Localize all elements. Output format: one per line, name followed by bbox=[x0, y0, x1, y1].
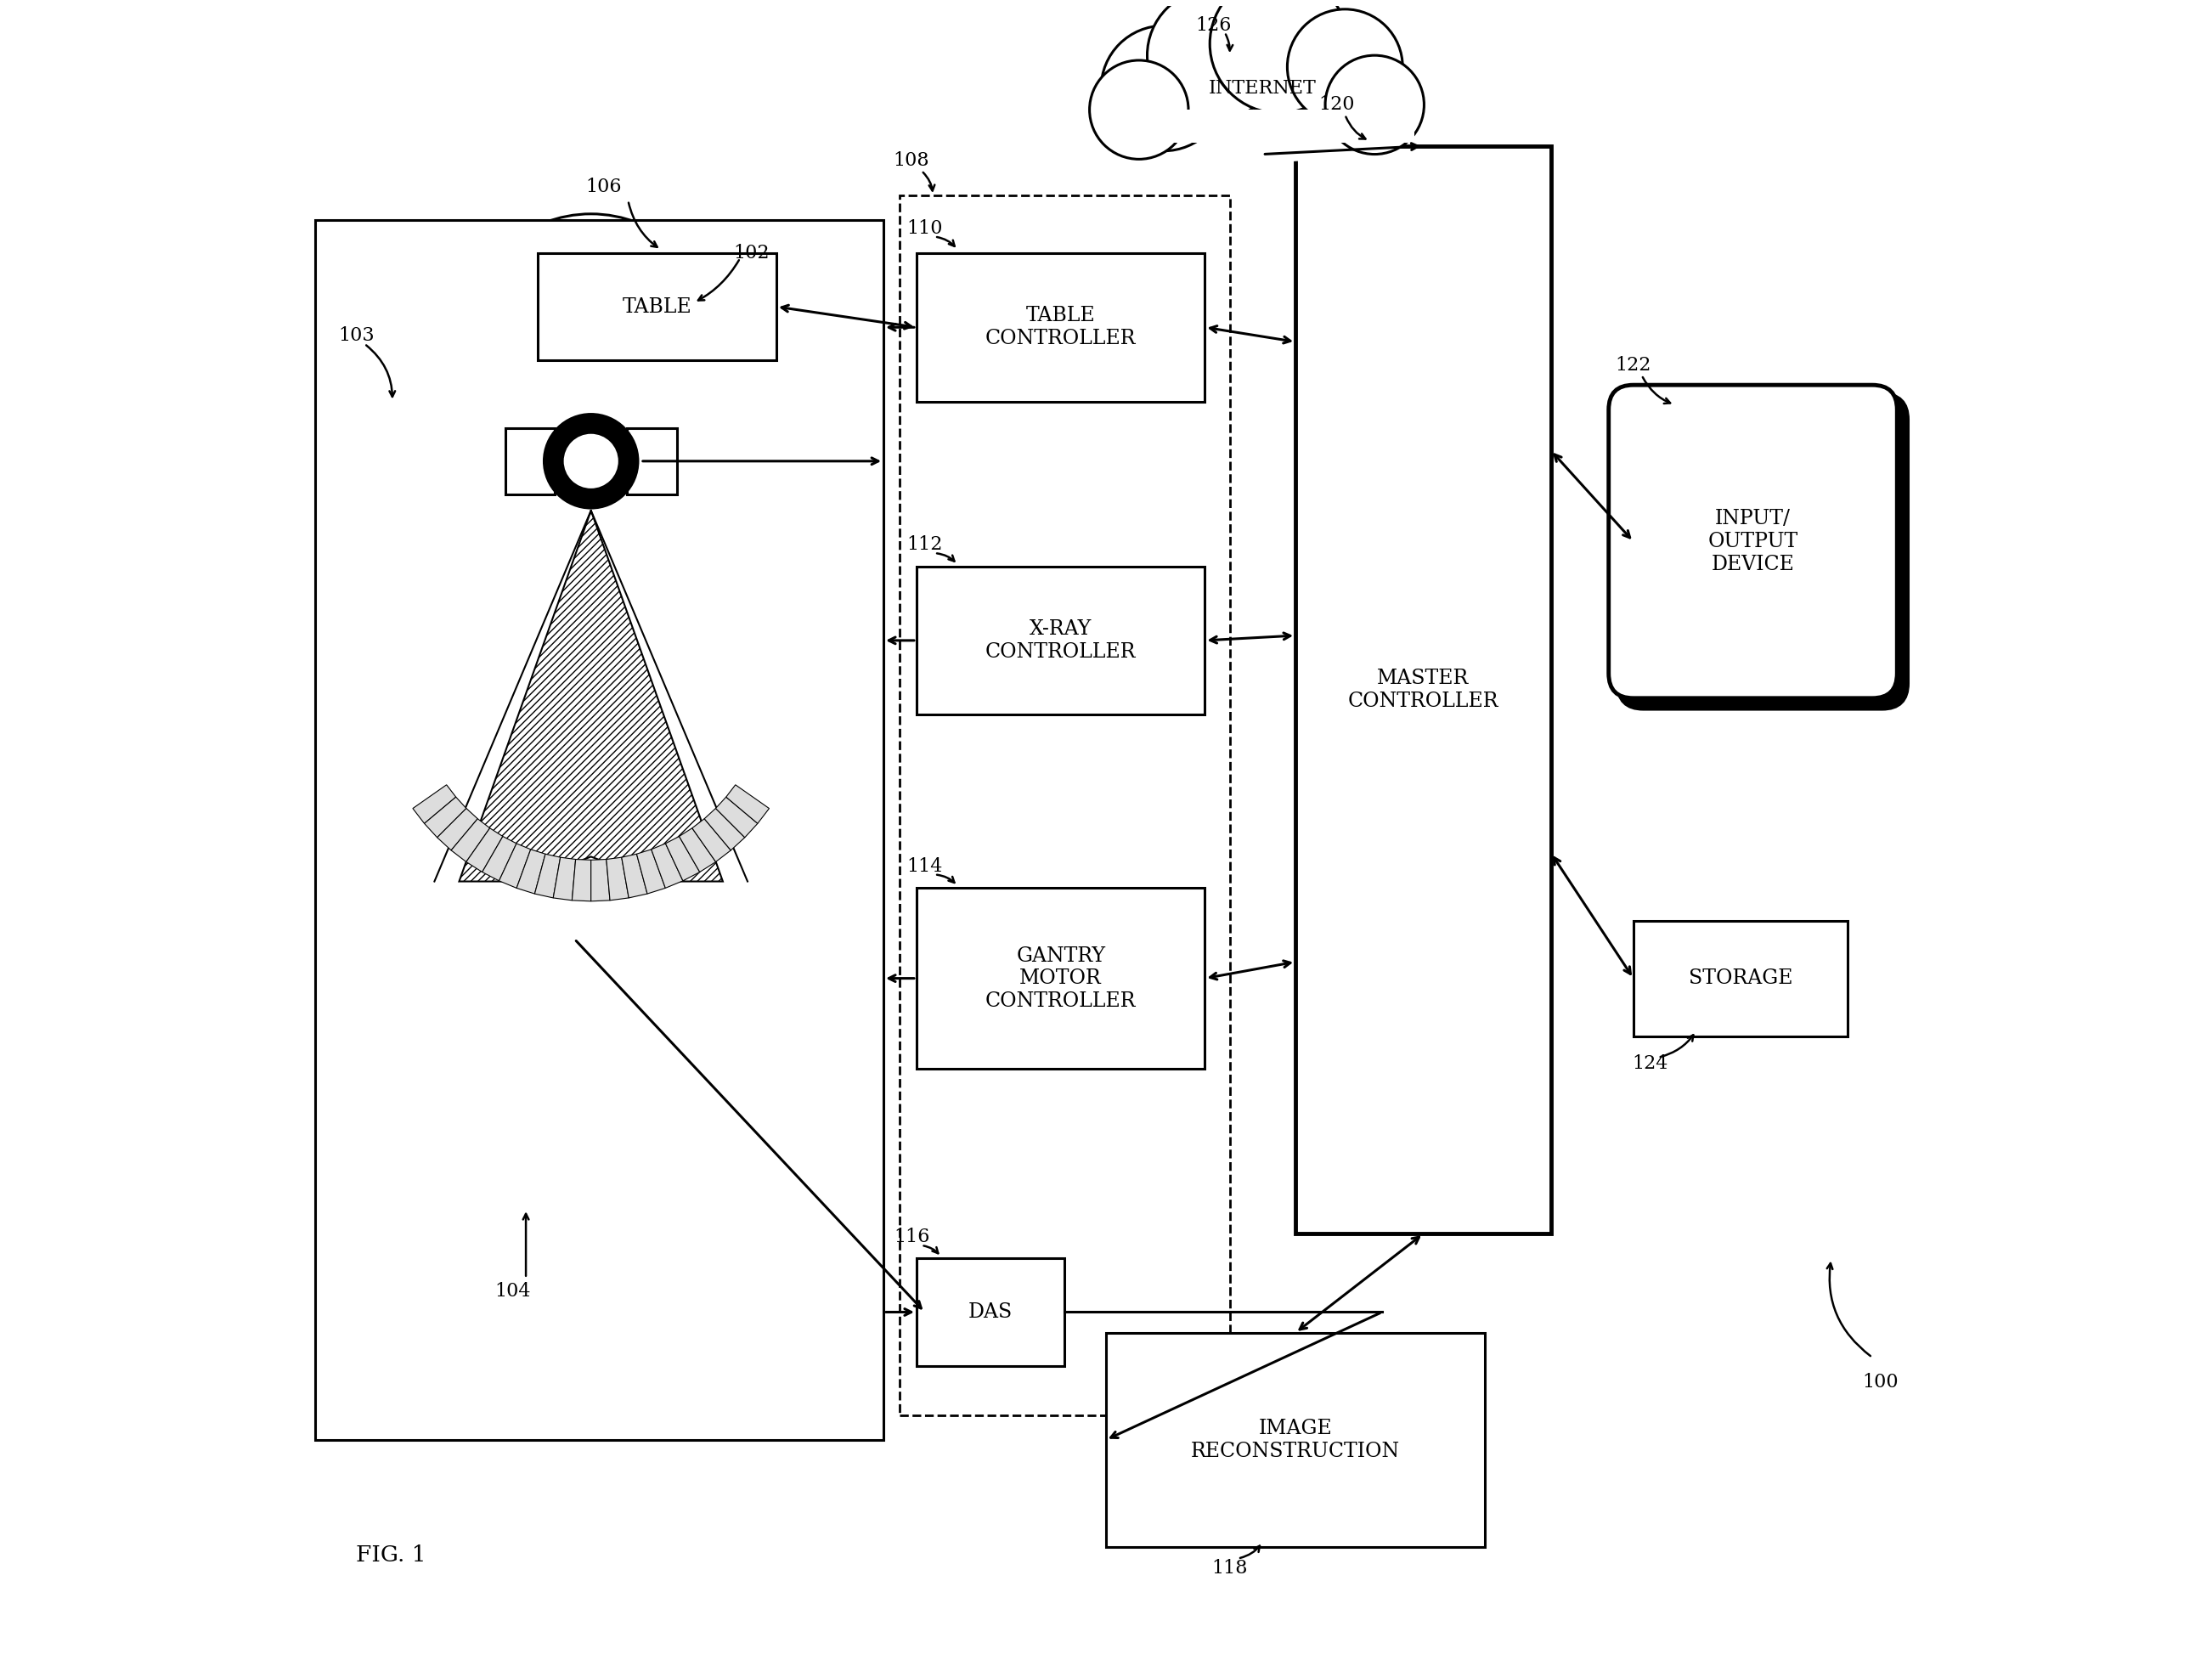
Text: 120: 120 bbox=[1318, 95, 1354, 115]
Text: TABLE
CONTROLLER: TABLE CONTROLLER bbox=[984, 305, 1137, 349]
Polygon shape bbox=[438, 808, 478, 850]
Text: INPUT/
OUTPUT
DEVICE: INPUT/ OUTPUT DEVICE bbox=[1708, 510, 1798, 574]
Bar bbox=[900, 196, 1230, 1414]
Text: FIG. 1: FIG. 1 bbox=[356, 1544, 427, 1565]
Bar bbox=[314, 221, 883, 1439]
Bar bbox=[916, 252, 1206, 402]
Text: 103: 103 bbox=[338, 327, 374, 345]
Circle shape bbox=[1210, 0, 1349, 113]
Bar bbox=[916, 1258, 1064, 1366]
Text: 114: 114 bbox=[907, 857, 942, 875]
Polygon shape bbox=[500, 843, 531, 888]
Polygon shape bbox=[726, 785, 770, 823]
Polygon shape bbox=[692, 818, 730, 862]
Bar bbox=[1106, 1333, 1484, 1547]
Ellipse shape bbox=[1115, 63, 1411, 163]
Text: DAS: DAS bbox=[969, 1303, 1013, 1321]
Text: MASTER
CONTROLLER: MASTER CONTROLLER bbox=[1347, 669, 1500, 710]
Text: 110: 110 bbox=[907, 219, 942, 237]
Text: 106: 106 bbox=[586, 178, 622, 196]
Text: 118: 118 bbox=[1212, 1559, 1248, 1577]
Text: INTERNET: INTERNET bbox=[1208, 80, 1316, 98]
Polygon shape bbox=[460, 511, 723, 881]
Circle shape bbox=[1148, 0, 1279, 121]
Text: 104: 104 bbox=[495, 1282, 531, 1301]
Bar bbox=[1296, 146, 1551, 1233]
Text: 108: 108 bbox=[894, 151, 929, 171]
Polygon shape bbox=[679, 828, 717, 872]
Polygon shape bbox=[518, 850, 546, 893]
Bar bbox=[504, 428, 555, 495]
FancyBboxPatch shape bbox=[1619, 395, 1907, 709]
Circle shape bbox=[1102, 25, 1225, 151]
Polygon shape bbox=[535, 853, 560, 898]
Circle shape bbox=[1287, 10, 1402, 124]
Ellipse shape bbox=[347, 214, 834, 1154]
Text: 122: 122 bbox=[1615, 355, 1652, 375]
Ellipse shape bbox=[513, 559, 670, 840]
Polygon shape bbox=[467, 828, 502, 872]
Polygon shape bbox=[425, 797, 467, 838]
Circle shape bbox=[1091, 60, 1188, 159]
Polygon shape bbox=[414, 785, 456, 823]
Bar bbox=[538, 252, 776, 360]
Polygon shape bbox=[591, 860, 611, 901]
Circle shape bbox=[544, 415, 637, 508]
FancyBboxPatch shape bbox=[1608, 385, 1898, 699]
Text: 116: 116 bbox=[894, 1228, 929, 1247]
Ellipse shape bbox=[484, 503, 699, 898]
Polygon shape bbox=[666, 837, 699, 881]
Polygon shape bbox=[482, 837, 515, 881]
Polygon shape bbox=[573, 860, 591, 901]
Circle shape bbox=[1325, 55, 1425, 154]
Polygon shape bbox=[606, 857, 628, 900]
Text: X-RAY
CONTROLLER: X-RAY CONTROLLER bbox=[984, 619, 1137, 662]
Text: 102: 102 bbox=[734, 244, 770, 262]
Text: 100: 100 bbox=[1863, 1373, 1898, 1391]
Text: 124: 124 bbox=[1632, 1054, 1668, 1074]
Polygon shape bbox=[650, 843, 684, 888]
Bar bbox=[1110, 110, 1413, 143]
Ellipse shape bbox=[431, 370, 752, 996]
Polygon shape bbox=[622, 853, 648, 898]
Text: 112: 112 bbox=[907, 536, 942, 554]
Bar bbox=[916, 888, 1206, 1069]
Polygon shape bbox=[637, 850, 666, 893]
Polygon shape bbox=[703, 808, 745, 850]
Text: 126: 126 bbox=[1194, 17, 1232, 35]
Bar bbox=[628, 428, 677, 495]
Polygon shape bbox=[553, 857, 575, 900]
Text: GANTRY
MOTOR
CONTROLLER: GANTRY MOTOR CONTROLLER bbox=[984, 946, 1137, 1011]
Polygon shape bbox=[717, 797, 759, 838]
Bar bbox=[916, 566, 1206, 714]
Circle shape bbox=[564, 435, 617, 488]
Text: IMAGE
RECONSTRUCTION: IMAGE RECONSTRUCTION bbox=[1190, 1419, 1400, 1461]
Bar bbox=[1632, 921, 1847, 1036]
Text: TABLE: TABLE bbox=[622, 297, 692, 317]
Text: STORAGE: STORAGE bbox=[1688, 968, 1792, 988]
Polygon shape bbox=[451, 818, 489, 862]
